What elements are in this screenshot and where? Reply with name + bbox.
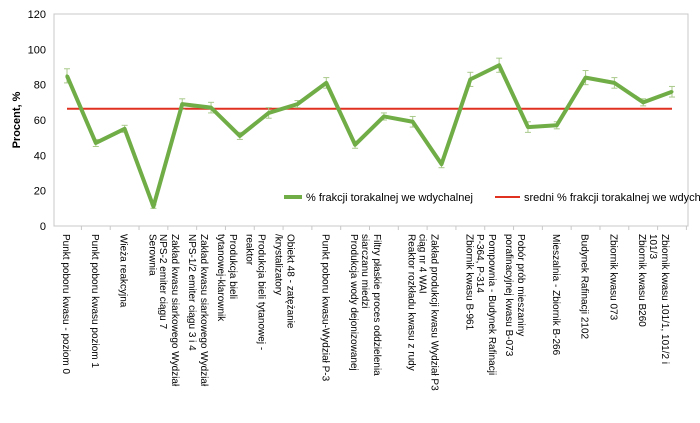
x-tick-label: Zbiornik kwasu 101/1, 101/2 i101/3 bbox=[647, 234, 670, 364]
x-tick-label: Obiekt 48 - zatężanie/krystalizatory bbox=[272, 234, 295, 329]
y-tick-label: 40 bbox=[34, 150, 46, 162]
data-point bbox=[584, 76, 588, 80]
x-tick-label: Filtry płaskie proces oddzieleniasiarcza… bbox=[359, 234, 382, 376]
x-tick-label: Wieża reakcyjna bbox=[118, 234, 129, 308]
data-point bbox=[440, 162, 444, 166]
legend-label-thoracic: % frakcji torakalnej we wdychalnej bbox=[306, 192, 473, 204]
plot-frame bbox=[53, 13, 689, 227]
data-point bbox=[670, 90, 674, 94]
x-tick-label: Produkcja bieli tytanowej -reaktor bbox=[244, 234, 267, 350]
data-point bbox=[497, 63, 501, 67]
series-line-thoracic bbox=[65, 63, 673, 209]
x-tick-label: Produkcja bielitytanowej-klarownik bbox=[215, 234, 238, 322]
y-tick-label: 60 bbox=[34, 115, 46, 127]
legend-box bbox=[279, 188, 687, 206]
data-point bbox=[267, 111, 271, 115]
y-tick-label: 120 bbox=[28, 9, 46, 21]
data-point bbox=[94, 141, 98, 145]
data-point bbox=[353, 143, 357, 147]
x-tick-label: Mieszalnia - Zbiornik B-266 bbox=[550, 234, 561, 356]
x-tick-label: Zakład produkcji kwasu Wydział P3ciąg nr… bbox=[417, 234, 440, 391]
x-tick-label: Pompownia - Budynek RafinacjiP-364, P-31… bbox=[474, 234, 497, 375]
x-tick-label: Zbiornik kwasu B260 bbox=[636, 234, 647, 327]
x-tick-label: Serownia bbox=[146, 234, 157, 276]
x-tick-label: Pobór prób mieszaninyporafinacyjnej kwas… bbox=[503, 234, 526, 357]
data-point bbox=[555, 123, 559, 127]
x-tick-label: Punkt poboru kwasu-Wydział P-3 bbox=[319, 234, 330, 382]
x-tick-label: Budynek Rafinacji 2102 bbox=[579, 234, 590, 340]
data-point bbox=[180, 102, 184, 106]
data-point bbox=[295, 102, 299, 106]
data-point bbox=[468, 77, 472, 81]
y-tick-label: 100 bbox=[28, 44, 46, 56]
legend-label-mean: sredni % frakcji torakalnej we wdychalne… bbox=[524, 192, 700, 204]
data-point bbox=[526, 125, 530, 129]
x-tick-label: Zakład kwasu siarkowego WydziałNPS-2 emi… bbox=[157, 234, 180, 387]
x-tick-label: Reaktor rozkładu kwasu z rudy bbox=[406, 234, 417, 371]
data-point bbox=[612, 81, 616, 85]
x-tick-label: Zbiornik kwasu 073 bbox=[607, 234, 618, 321]
x-tick-label: Punkt poboru kwasu - poziom 0 bbox=[60, 234, 71, 375]
data-point bbox=[123, 127, 127, 131]
data-point bbox=[382, 114, 386, 118]
data-point bbox=[238, 134, 242, 138]
x-tick-label: Produkcja wody dejonizowanej bbox=[348, 234, 359, 371]
data-point bbox=[324, 81, 328, 85]
data-point bbox=[209, 106, 213, 110]
x-tick-label: Zakład kwasu siarkowego WydziałNPS-1/2 e… bbox=[186, 234, 209, 387]
y-tick-label: 20 bbox=[34, 186, 46, 198]
y-tick-label: 0 bbox=[40, 221, 46, 233]
data-point bbox=[641, 100, 645, 104]
y-tick-label: 80 bbox=[34, 80, 46, 92]
y-axis-label: Procent, % bbox=[11, 91, 23, 148]
data-point bbox=[411, 120, 415, 124]
data-point bbox=[65, 74, 69, 78]
x-tick-label: Punkt poboru kwasu poziom 1 bbox=[89, 234, 100, 368]
x-tick-label: Zbiornik kwasu B-961 bbox=[463, 234, 474, 331]
data-point bbox=[151, 205, 155, 209]
